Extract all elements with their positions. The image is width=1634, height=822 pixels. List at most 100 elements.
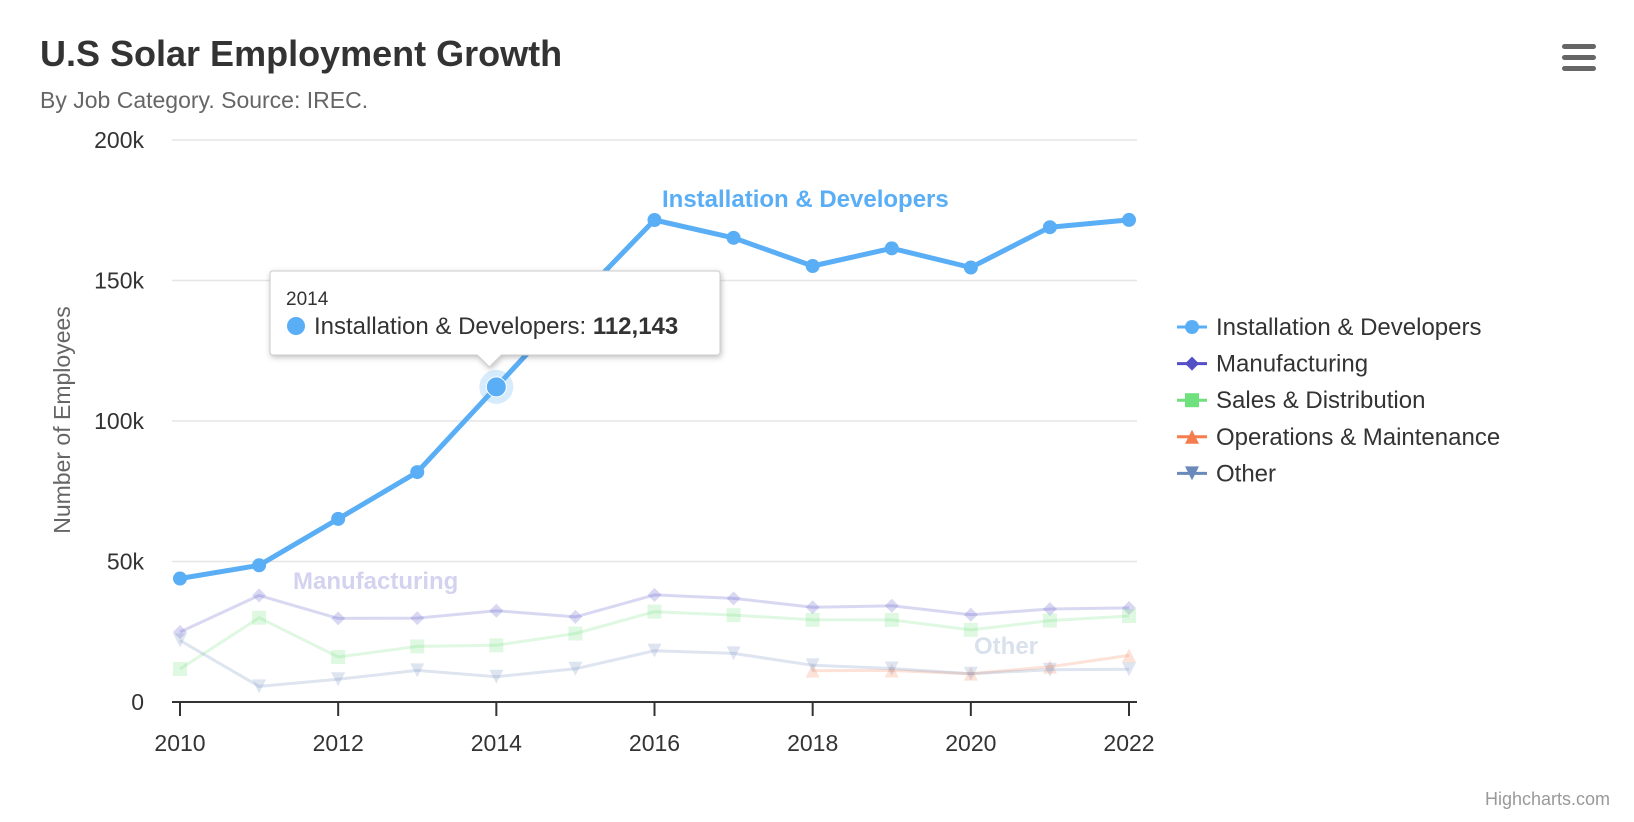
data-point[interactable] bbox=[1122, 608, 1136, 623]
data-point[interactable] bbox=[410, 663, 425, 678]
data-point[interactable] bbox=[963, 607, 978, 622]
data-point[interactable] bbox=[1122, 212, 1136, 227]
series-label: Other bbox=[974, 633, 1038, 660]
tooltip-header: 2014 bbox=[286, 289, 329, 310]
chart-title: U.S Solar Employment Growth bbox=[40, 33, 562, 74]
tooltip-body: Installation & Developers: 112,143 bbox=[314, 313, 678, 340]
data-point[interactable] bbox=[884, 612, 899, 627]
data-point[interactable] bbox=[884, 661, 899, 676]
data-point[interactable] bbox=[410, 465, 425, 480]
data-point[interactable] bbox=[173, 624, 187, 639]
series-line[interactable] bbox=[179, 610, 1130, 671]
data-point[interactable] bbox=[331, 650, 346, 665]
data-point[interactable] bbox=[1122, 600, 1136, 615]
y-tick-label: 0 bbox=[131, 689, 144, 715]
data-point[interactable] bbox=[173, 633, 187, 648]
tooltip-series-dot bbox=[287, 317, 305, 335]
data-point[interactable] bbox=[489, 669, 504, 684]
legend-marker bbox=[1185, 356, 1199, 371]
y-tick-label: 150k bbox=[94, 268, 144, 294]
data-point[interactable] bbox=[884, 241, 899, 256]
y-axis-title: Number of Employees bbox=[49, 306, 75, 534]
hamburger-menu-icon[interactable] bbox=[1558, 40, 1598, 76]
data-point[interactable] bbox=[963, 622, 978, 637]
data-point[interactable] bbox=[884, 663, 899, 678]
data-point[interactable] bbox=[805, 612, 820, 627]
y-tick-label: 50k bbox=[107, 549, 145, 575]
data-point[interactable] bbox=[647, 643, 662, 658]
data-point[interactable] bbox=[489, 638, 504, 653]
x-axis: 2010 2012 2014 2016 2018 2020 2022 bbox=[154, 701, 1155, 756]
data-point[interactable] bbox=[805, 663, 820, 678]
data-point[interactable] bbox=[568, 609, 583, 624]
series-manufacturing[interactable] bbox=[173, 587, 1136, 639]
data-point[interactable] bbox=[726, 646, 741, 661]
legend-label: Manufacturing bbox=[1216, 351, 1368, 378]
tooltip-series-name: Installation & Developers: bbox=[314, 313, 593, 340]
legend-label: Other bbox=[1216, 460, 1276, 487]
data-point[interactable] bbox=[963, 260, 978, 275]
data-point[interactable] bbox=[410, 639, 425, 654]
series-layer bbox=[173, 212, 1136, 694]
data-point[interactable] bbox=[1042, 662, 1057, 677]
y-axis-ticks: 0 50k 100k 150k 200k bbox=[94, 127, 144, 715]
data-point[interactable] bbox=[568, 626, 583, 641]
data-point[interactable] bbox=[173, 661, 187, 676]
series-other[interactable] bbox=[173, 633, 1136, 694]
y-tick-label: 100k bbox=[94, 408, 144, 434]
data-point[interactable] bbox=[410, 611, 425, 626]
data-point[interactable] bbox=[726, 230, 741, 245]
data-point[interactable] bbox=[331, 672, 346, 687]
legend-item[interactable]: Other bbox=[1177, 460, 1276, 487]
chart-subtitle: By Job Category. Source: IREC. bbox=[40, 87, 368, 113]
tooltip-box bbox=[269, 270, 721, 368]
series-operations-maintenance[interactable] bbox=[805, 648, 1136, 681]
x-tick-label: 2022 bbox=[1103, 730, 1154, 756]
x-tick-label: 2016 bbox=[629, 730, 680, 756]
data-point[interactable] bbox=[805, 658, 820, 673]
data-point[interactable] bbox=[252, 558, 267, 573]
legend-item[interactable]: Installation & Developers bbox=[1177, 314, 1481, 341]
data-point[interactable] bbox=[1042, 613, 1057, 628]
tooltip: 2014 Installation & Developers: 112,143 bbox=[269, 270, 721, 368]
y-tick-label: 200k bbox=[94, 127, 144, 153]
data-point[interactable] bbox=[805, 259, 820, 274]
series-line[interactable] bbox=[179, 593, 1130, 634]
data-point[interactable] bbox=[647, 587, 662, 602]
series-line[interactable] bbox=[812, 653, 1130, 676]
data-point[interactable] bbox=[726, 608, 741, 623]
x-tick-label: 2020 bbox=[945, 730, 996, 756]
data-point[interactable] bbox=[726, 591, 741, 606]
credits-link[interactable]: Highcharts.com bbox=[1485, 789, 1610, 809]
series-line[interactable] bbox=[179, 639, 1130, 688]
data-point[interactable] bbox=[1042, 659, 1057, 674]
data-point[interactable] bbox=[963, 666, 978, 681]
data-point[interactable] bbox=[489, 603, 504, 618]
x-tick-label: 2010 bbox=[154, 730, 205, 756]
x-tick-label: 2012 bbox=[313, 730, 364, 756]
data-point[interactable] bbox=[963, 666, 978, 681]
data-point[interactable] bbox=[884, 598, 899, 613]
data-point[interactable] bbox=[1122, 662, 1136, 677]
series-sales-distribution[interactable] bbox=[173, 604, 1136, 676]
data-point[interactable] bbox=[647, 604, 662, 619]
data-point[interactable] bbox=[1042, 601, 1057, 616]
series-label: Installation & Developers bbox=[662, 186, 949, 213]
legend-item[interactable]: Sales & Distribution bbox=[1177, 387, 1425, 414]
data-point[interactable] bbox=[331, 511, 346, 526]
data-point[interactable] bbox=[173, 571, 187, 586]
data-point[interactable] bbox=[1042, 220, 1057, 235]
legend-item[interactable]: Manufacturing bbox=[1177, 351, 1368, 378]
data-point[interactable] bbox=[647, 212, 662, 227]
data-point[interactable] bbox=[252, 588, 267, 603]
data-point[interactable] bbox=[1122, 648, 1136, 663]
data-point[interactable] bbox=[568, 661, 583, 676]
data-point[interactable] bbox=[252, 679, 267, 694]
data-point[interactable] bbox=[805, 600, 820, 615]
data-point[interactable] bbox=[331, 611, 346, 626]
series-installation-developers[interactable] bbox=[173, 212, 1136, 586]
data-point-hovered[interactable] bbox=[485, 376, 507, 398]
legend-item[interactable]: Operations & Maintenance bbox=[1177, 424, 1500, 451]
data-point[interactable] bbox=[252, 610, 267, 625]
